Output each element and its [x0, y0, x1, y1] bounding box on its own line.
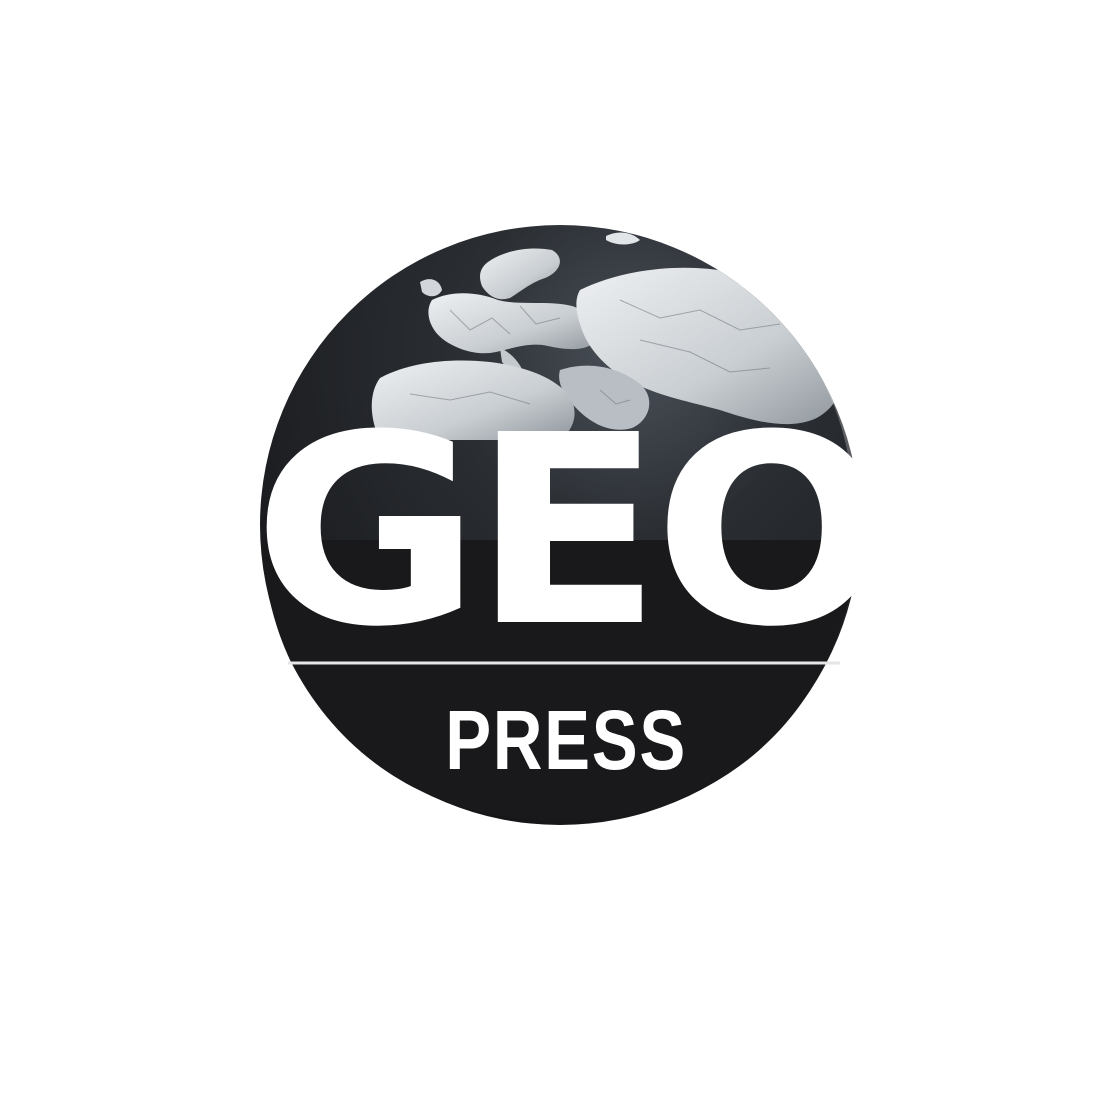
brand-subtitle: PRESS	[445, 693, 687, 787]
brand-title: GEO	[252, 379, 890, 684]
globe-lower-band	[262, 540, 858, 821]
